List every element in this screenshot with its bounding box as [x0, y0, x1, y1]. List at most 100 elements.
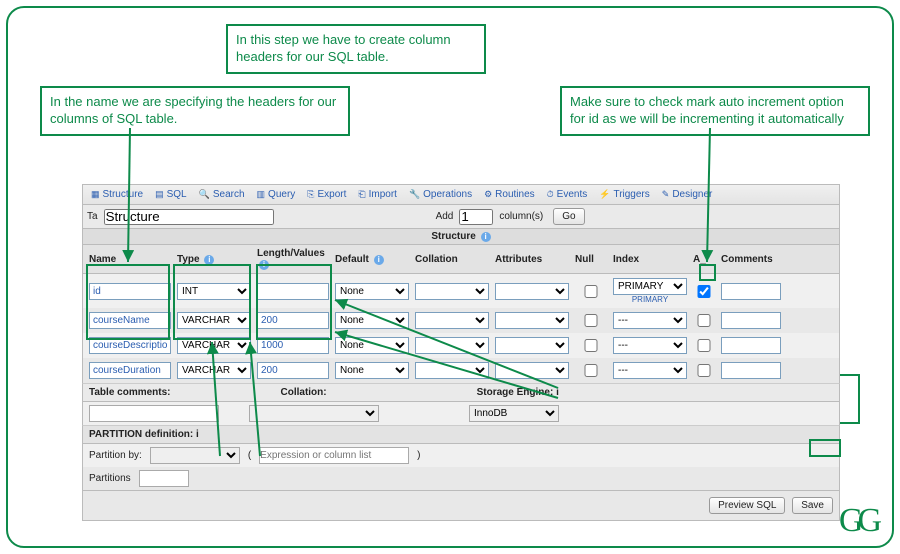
- partitions-input[interactable]: [139, 470, 189, 487]
- col-attributes-select[interactable]: [495, 312, 569, 329]
- info-icon: i: [556, 387, 559, 398]
- go-button[interactable]: Go: [553, 208, 584, 225]
- partition-by-label: Partition by:: [89, 450, 142, 461]
- triggers-icon: ⚡: [599, 189, 610, 199]
- tab-label: Routines: [495, 189, 534, 200]
- col-comments-input[interactable]: [721, 312, 781, 329]
- table-name-input[interactable]: [104, 209, 274, 225]
- col-index-select[interactable]: ---: [613, 362, 687, 379]
- col-null-checkbox[interactable]: [575, 314, 607, 327]
- col-ai-checkbox[interactable]: [693, 339, 715, 352]
- phpmyadmin-panel: ▦Structure ▤SQL 🔍Search ▥Query ⎘Export ⎗…: [82, 184, 840, 521]
- add-count-input[interactable]: [459, 209, 493, 225]
- col-name-input[interactable]: [89, 337, 171, 354]
- col-default-select[interactable]: None: [335, 337, 409, 354]
- col-comments-input[interactable]: [721, 362, 781, 379]
- col-length-input[interactable]: [257, 312, 329, 329]
- column-headers-row: Name Type i Length/Values i Default i Co…: [82, 245, 840, 274]
- tab-events[interactable]: ⏱Events: [543, 187, 592, 202]
- routines-icon: ⚙: [484, 189, 492, 199]
- col-length-input[interactable]: [257, 337, 329, 354]
- gfg-logo: GG: [839, 502, 876, 540]
- paren-close: ): [417, 450, 420, 461]
- info-icon: i: [259, 260, 269, 270]
- tab-sql[interactable]: ▤SQL: [151, 187, 191, 202]
- hdr-ai: A_I: [693, 254, 715, 265]
- col-type-select[interactable]: INT: [177, 283, 251, 300]
- col-collation-select[interactable]: [415, 283, 489, 300]
- col-type-select[interactable]: VARCHAR: [177, 312, 251, 329]
- col-name-input[interactable]: [89, 283, 171, 300]
- tab-export[interactable]: ⎘Export: [303, 187, 350, 202]
- col-type-select[interactable]: VARCHAR: [177, 362, 251, 379]
- col-comments-input[interactable]: [721, 283, 781, 300]
- tab-query[interactable]: ▥Query: [253, 187, 300, 202]
- collation-select[interactable]: [249, 405, 379, 422]
- col-index-select[interactable]: ---: [613, 337, 687, 354]
- tab-label: Query: [268, 189, 295, 200]
- hdr-attributes: Attributes: [495, 254, 569, 265]
- tab-operations[interactable]: 🔧Operations: [405, 187, 476, 202]
- col-default-select[interactable]: None: [335, 283, 409, 300]
- preview-sql-button[interactable]: Preview SQL: [709, 497, 785, 514]
- col-index-select[interactable]: PRIMARY: [613, 278, 687, 295]
- col-index-select[interactable]: ---: [613, 312, 687, 329]
- sql-icon: ▤: [155, 189, 164, 199]
- storage-engine-select[interactable]: InnoDB: [469, 405, 559, 422]
- col-attributes-select[interactable]: [495, 362, 569, 379]
- col-length-input[interactable]: [257, 362, 329, 379]
- col-comments-input[interactable]: [721, 337, 781, 354]
- hdr-collation: Collation: [415, 254, 489, 265]
- table-label: Ta: [87, 211, 98, 222]
- col-default-select[interactable]: None: [335, 362, 409, 379]
- col-collation-select[interactable]: [415, 362, 489, 379]
- col-ai-checkbox[interactable]: [693, 364, 715, 377]
- storage-engine-label: Storage Engine: i: [477, 387, 559, 398]
- tab-import[interactable]: ⎗Import: [354, 187, 401, 202]
- hdr-null: Null: [575, 254, 607, 265]
- tab-label: Triggers: [613, 189, 649, 200]
- tab-search[interactable]: 🔍Search: [195, 187, 249, 202]
- col-type-select[interactable]: VARCHAR: [177, 337, 251, 354]
- tab-structure[interactable]: ▦Structure: [87, 187, 147, 202]
- tab-label: Search: [213, 189, 245, 200]
- hdr-length: Length/Values i: [257, 248, 329, 270]
- table-icon: ▦: [91, 189, 100, 199]
- lower-inputs: InnoDB: [82, 402, 840, 425]
- info-icon: i: [374, 255, 384, 265]
- tab-label: Export: [317, 189, 346, 200]
- col-collation-select[interactable]: [415, 337, 489, 354]
- partition-expression-input[interactable]: [259, 447, 409, 464]
- col-null-checkbox[interactable]: [575, 339, 607, 352]
- col-null-checkbox[interactable]: [575, 364, 607, 377]
- save-button[interactable]: Save: [792, 497, 833, 514]
- column-row: VARCHAR None ---: [83, 358, 839, 383]
- col-attributes-select[interactable]: [495, 337, 569, 354]
- table-name-row: Ta Add column(s) Go: [82, 205, 840, 229]
- partition-by-select[interactable]: [150, 447, 240, 464]
- col-collation-select[interactable]: [415, 312, 489, 329]
- search-icon: 🔍: [199, 189, 210, 199]
- col-null-checkbox[interactable]: [575, 285, 607, 298]
- col-name-input[interactable]: [89, 362, 171, 379]
- structure-heading-text: Structure: [431, 231, 475, 242]
- tab-designer[interactable]: ✎Designer: [658, 187, 717, 202]
- events-icon: ⏱: [547, 189, 554, 199]
- col-ai-checkbox[interactable]: [693, 314, 715, 327]
- info-icon: i: [204, 255, 214, 265]
- col-name-input[interactable]: [89, 312, 171, 329]
- tab-label: Operations: [423, 189, 472, 200]
- table-comments-input[interactable]: [89, 405, 219, 422]
- lower-headers: Table comments: Collation: Storage Engin…: [82, 383, 840, 402]
- col-ai-checkbox[interactable]: [693, 285, 715, 298]
- col-attributes-select[interactable]: [495, 283, 569, 300]
- hdr-comments: Comments: [721, 254, 781, 265]
- annotation-name: In the name we are specifying the header…: [40, 86, 350, 136]
- tab-routines[interactable]: ⚙Routines: [480, 187, 539, 202]
- col-length-input[interactable]: [257, 283, 329, 300]
- hdr-name: Name: [89, 254, 171, 265]
- hdr-default: Default i: [335, 254, 409, 265]
- col-default-select[interactable]: None: [335, 312, 409, 329]
- tab-triggers[interactable]: ⚡Triggers: [595, 187, 654, 202]
- import-icon: ⎗: [358, 189, 365, 199]
